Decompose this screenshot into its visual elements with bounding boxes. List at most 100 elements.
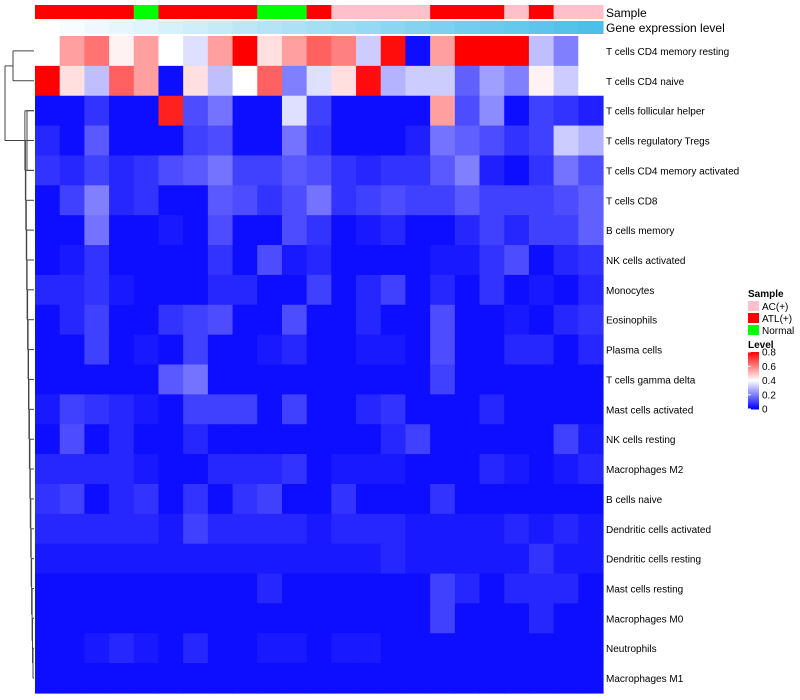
heatmap-cell	[109, 334, 135, 366]
sample-annotation-cell	[84, 5, 110, 19]
heatmap-cells	[35, 36, 604, 694]
sample-annotation-cell	[281, 5, 308, 19]
heatmap-cell	[306, 454, 332, 485]
level-legend-gradient-step	[748, 393, 759, 396]
heatmap-cell	[232, 36, 258, 67]
heatmap-cell	[430, 36, 456, 67]
heatmap-cell	[59, 394, 85, 425]
heatmap-cell	[109, 185, 135, 216]
heatmap-cell	[183, 65, 209, 97]
heatmap-cell	[207, 543, 234, 575]
heatmap-cell	[528, 663, 555, 694]
heatmap-cell	[281, 304, 308, 336]
heatmap-cell	[479, 663, 505, 694]
heatmap-cell	[281, 274, 308, 306]
sample-legend-title: Sample	[748, 289, 784, 300]
heatmap-cell	[84, 155, 110, 186]
heatmap-cell	[430, 454, 456, 485]
heatmap-cell	[331, 364, 357, 395]
level-legend-gradient-step	[748, 370, 759, 373]
heatmap-cell	[479, 334, 505, 366]
heatmap-cell	[232, 304, 258, 336]
level-legend-gradient-step	[748, 386, 759, 389]
level-legend-gradient-step	[748, 399, 759, 401]
heatmap-cell	[504, 543, 530, 575]
heatmap-cell	[479, 304, 505, 336]
heatmap-cell	[133, 36, 160, 67]
level-legend-gradient-step	[748, 352, 759, 354]
heatmap-cell	[356, 573, 382, 605]
heatmap-cell	[281, 454, 308, 485]
heatmap-cell	[331, 125, 357, 157]
heatmap-cell	[528, 513, 555, 545]
sample-annotation-cell	[504, 5, 530, 19]
heatmap-cell	[380, 36, 407, 67]
heatmap-cell	[479, 245, 505, 276]
heatmap-cell	[109, 36, 135, 67]
sample-annotation-cell	[553, 5, 579, 19]
heatmap-cell	[504, 36, 530, 67]
heatmap-cell	[158, 364, 184, 395]
sample-annotation-cell	[59, 5, 85, 19]
row-labels: T cells CD4 memory resting T cells CD4 na…	[606, 47, 739, 685]
sample-annotation-cell	[257, 5, 283, 19]
row-label: Macrophages M1	[606, 674, 684, 685]
heatmap-cell	[405, 603, 431, 634]
level-legend-gradient-step	[748, 396, 759, 399]
heatmap-cell	[504, 424, 530, 455]
heatmap-cell	[257, 513, 283, 545]
heatmap-cell	[158, 125, 184, 157]
sample-annotation-cell	[158, 5, 184, 19]
heatmap-cell	[158, 543, 184, 575]
sample-annotation-cell	[578, 5, 604, 19]
heatmap-cell	[504, 603, 530, 634]
heatmap-cell	[59, 304, 85, 336]
heatmap-cell	[504, 573, 530, 605]
heatmap-cell	[306, 394, 332, 425]
heatmap-cell	[232, 125, 258, 157]
heatmap-cell	[207, 483, 234, 515]
heatmap-cell	[183, 274, 209, 306]
heatmap-cell	[59, 95, 85, 127]
sample-annotation-cell	[232, 5, 258, 19]
heatmap-cell	[306, 633, 332, 664]
heatmap-cell	[281, 424, 308, 455]
heatmap-cell	[356, 95, 382, 127]
heatmap-cell	[380, 274, 407, 306]
level-legend-gradient-step	[748, 364, 759, 367]
heatmap-cell	[35, 245, 61, 276]
heatmap-cell	[306, 155, 332, 186]
heatmap-cell	[405, 364, 431, 395]
heatmap-cell	[380, 215, 407, 246]
heatmap-cell	[59, 334, 85, 366]
heatmap-cell	[232, 274, 258, 306]
column-annotations	[35, 5, 604, 34]
heatmap-cell	[553, 633, 579, 664]
heatmap-cell	[232, 364, 258, 395]
heatmap-cell	[454, 543, 481, 575]
heatmap-cell	[158, 573, 184, 605]
heatmap-cell	[405, 334, 431, 366]
heatmap-cell	[306, 185, 332, 216]
heatmap-cell	[257, 543, 283, 575]
heatmap-cell	[479, 215, 505, 246]
level-legend-gradient-step	[748, 361, 759, 364]
level-legend-gradient-step	[748, 360, 759, 363]
heatmap-cell	[84, 394, 110, 425]
heatmap-cell	[232, 155, 258, 186]
heatmap-cell	[59, 125, 85, 157]
heatmap-cell	[84, 125, 110, 157]
heatmap-cell	[578, 65, 604, 97]
sample-annotation-cell	[207, 5, 234, 19]
heatmap-cell	[528, 573, 555, 605]
heatmap-cell	[528, 36, 555, 67]
heatmap-cell	[84, 364, 110, 395]
sample-legend-label: Normal	[762, 326, 794, 337]
heatmap-cell	[454, 334, 481, 366]
heatmap-cell	[528, 95, 555, 127]
heatmap-cell	[528, 245, 555, 276]
heatmap-cell	[331, 95, 357, 127]
heatmap-cell	[35, 155, 61, 186]
heatmap-cell	[331, 65, 357, 97]
heatmap-cell	[207, 155, 234, 186]
